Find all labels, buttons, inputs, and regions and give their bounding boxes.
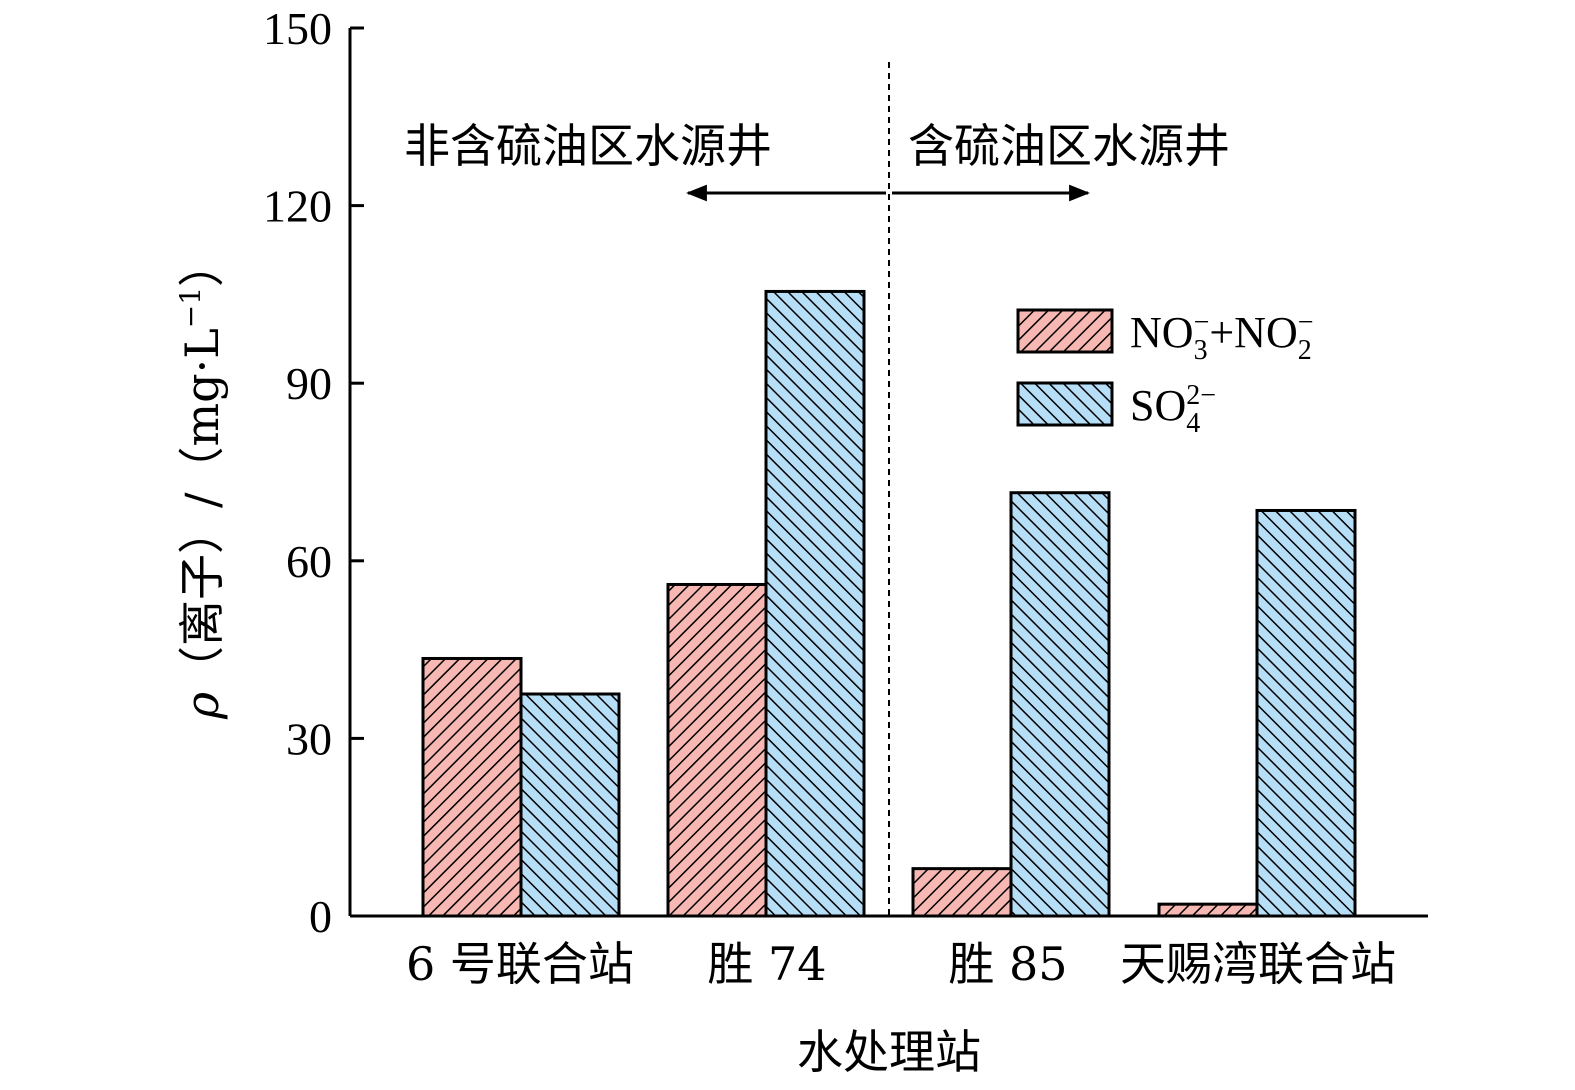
bar-series2-cat3 [1009,491,1111,918]
y-axis-label: ρ（离子）/（mg·L−1） [174,241,229,720]
legend-label-so4: SO42− [1130,380,1216,439]
y-axis-ticks: 0 30 60 90 120 150 [263,3,364,942]
x-category-label: 胜 74 [707,937,826,991]
x-category-label: 6 号联合站 [406,937,634,991]
y-tick-label: 150 [263,3,332,54]
y-tick-label: 60 [286,536,332,587]
legend-swatch-so4 [1016,381,1114,427]
bar-series2-cat2 [764,289,866,918]
y-label-close: ） [175,241,229,287]
y-label-rho: ρ [175,692,229,720]
bar-series1-cat2 [666,582,768,918]
y-label-text: （离子）/（mg·L [175,328,229,692]
annotation-right-region: 含硫油区水源井 [908,119,1230,173]
y-tick-label: 30 [286,713,332,764]
bar-series1-cat1 [421,656,523,918]
x-category-label: 胜 85 [948,937,1067,991]
y-label-exponent: −1 [174,287,207,328]
x-category-label: 天赐湾联合站 [1120,937,1396,991]
legend-label-no3-no2: NO3−+NO2− [1130,307,1314,366]
annotation-left-region: 非含硫油区水源井 [404,119,772,173]
legend-swatch-no3-no2 [1016,308,1114,354]
bar-series1-cat4 [1157,902,1259,918]
bar-series2-cat1 [519,692,621,918]
y-tick-label: 90 [286,358,332,409]
y-tick-label: 0 [309,891,332,942]
x-axis-categories: 6 号联合站 胜 74 胜 85 天赐湾联合站 [406,937,1396,991]
bar-series2-cat4 [1255,508,1357,918]
y-tick-label: 120 [263,181,332,232]
x-axis-label: 水处理站 [797,1025,981,1079]
legend: NO3−+NO2− SO42− [1016,307,1314,439]
bar-series1-cat3 [911,867,1013,918]
bars [421,289,1357,918]
svg-text:ρ（离子）/（mg·L−1）: ρ（离子）/（mg·L−1） [174,241,229,720]
